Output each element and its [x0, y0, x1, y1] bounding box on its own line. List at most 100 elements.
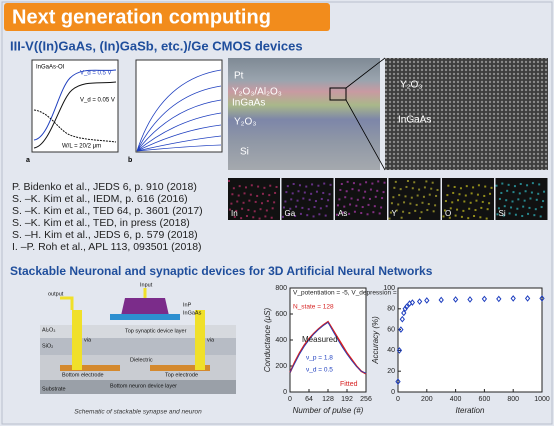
x-tick-label: 128 — [322, 396, 334, 403]
eds-speckle — [538, 183, 541, 186]
eds-speckle — [373, 205, 376, 208]
eds-maps: In Ga As Y O Si — [228, 178, 548, 220]
panel-label: b — [128, 157, 132, 164]
y-tick-label: 400 — [275, 337, 287, 344]
eds-speckle — [522, 205, 525, 208]
eds-label: O — [445, 209, 451, 218]
annotation: ν_d = 0.5 — [306, 367, 333, 374]
top-layer — [40, 325, 236, 338]
bottom-electrode — [60, 365, 120, 371]
eds-speckle — [299, 212, 302, 215]
eds-speckle — [497, 207, 500, 210]
y-axis-label: Conductance (μS) — [263, 307, 272, 372]
eds-speckle — [394, 180, 397, 183]
eds-speckle — [339, 188, 342, 191]
eds-speckle — [460, 215, 463, 218]
eds-speckle — [253, 210, 256, 213]
x-tick-label: 200 — [421, 396, 433, 403]
eds-speckle — [314, 200, 317, 203]
eds-speckle — [294, 215, 297, 218]
point — [524, 295, 531, 302]
eds-speckle — [329, 183, 332, 186]
eds-map — [388, 178, 441, 220]
eds-speckle — [305, 185, 308, 188]
eds-speckle — [479, 216, 482, 219]
point — [510, 295, 516, 302]
eds-speckle — [302, 197, 305, 200]
tem-label: Y₂O₃/Al₂O₃ — [232, 87, 282, 98]
eds-speckle — [425, 180, 428, 183]
eds-speckle — [413, 181, 416, 184]
annotation: ν_p = 1.8 — [306, 355, 333, 362]
eds-speckle — [390, 202, 393, 205]
eds-speckle — [428, 193, 431, 196]
iv-plot-a: InGaAs-OI V_d = 0.5 V V_d = 0.05 V W/L =… — [26, 59, 119, 164]
eds-speckle — [265, 209, 268, 212]
annotation: V_potentiation = -5, V_depression = 4 — [293, 290, 403, 297]
eds-map — [442, 178, 494, 220]
eds-speckle — [349, 203, 352, 206]
schematic-caption: Schematic of stackable synapse and neuro… — [74, 409, 202, 416]
point — [403, 303, 410, 311]
eds-speckle — [355, 204, 358, 207]
eds-speckle — [535, 198, 538, 201]
schematic: Input output Top synaptic device layer v… — [40, 282, 236, 416]
channel — [110, 314, 180, 320]
schematic-label: InGaAs — [183, 310, 202, 316]
eds-speckle — [462, 209, 465, 212]
eds-speckle — [367, 203, 370, 206]
x-tick-label: 600 — [479, 396, 491, 403]
eds-speckle — [258, 217, 261, 220]
eds-speckle — [341, 211, 344, 214]
eds-speckle — [483, 194, 486, 197]
curve — [33, 109, 117, 143]
eds-speckle — [242, 201, 245, 204]
eds-speckle — [486, 208, 489, 211]
eds-speckle — [476, 193, 479, 196]
eds-speckle — [400, 216, 403, 219]
eds-speckle — [539, 215, 542, 218]
eds-speckle — [298, 184, 301, 187]
eds-map — [281, 178, 334, 220]
eds-speckle — [511, 200, 514, 203]
eds-speckle — [519, 182, 522, 185]
tem-image — [228, 58, 380, 170]
x-tick-label: 64 — [305, 396, 313, 403]
eds-speckle — [313, 206, 316, 209]
curves — [136, 69, 222, 152]
eds-speckle — [467, 217, 470, 220]
eds-speckle — [484, 185, 487, 188]
eds-speckle — [443, 209, 446, 212]
dielectric — [40, 338, 236, 355]
eds-speckle — [364, 190, 367, 193]
eds-speckle — [496, 213, 499, 216]
eds-speckle — [422, 195, 425, 198]
eds-speckle — [328, 193, 331, 196]
eds-speckle — [426, 209, 429, 212]
eds-speckle — [447, 184, 450, 187]
x-tick-label: 1000 — [534, 396, 550, 403]
eds-speckle — [430, 187, 433, 190]
eds-speckle — [360, 212, 363, 215]
eds-speckle — [346, 180, 349, 183]
y-tick-label: 200 — [275, 363, 287, 370]
eds-speckle — [284, 200, 287, 203]
eds-speckle — [435, 194, 438, 197]
eds-speckle — [311, 183, 314, 186]
eds-speckle — [451, 201, 454, 204]
eds-speckle — [248, 199, 251, 202]
eds-speckle — [472, 186, 475, 189]
point — [467, 296, 473, 303]
plot-label: W/L = 20/2 μm — [62, 144, 101, 150]
eds-speckle — [468, 207, 471, 210]
eds-speckle — [292, 182, 295, 185]
eds-speckle — [362, 196, 365, 199]
eds-speckle — [374, 195, 377, 198]
eds-speckle — [324, 214, 327, 217]
eds-speckle — [312, 215, 315, 218]
point — [401, 309, 407, 317]
eds-speckle — [513, 185, 516, 188]
eds-speckle — [322, 191, 325, 194]
eds-speckle — [228, 180, 230, 182]
eds-speckle — [377, 180, 380, 183]
